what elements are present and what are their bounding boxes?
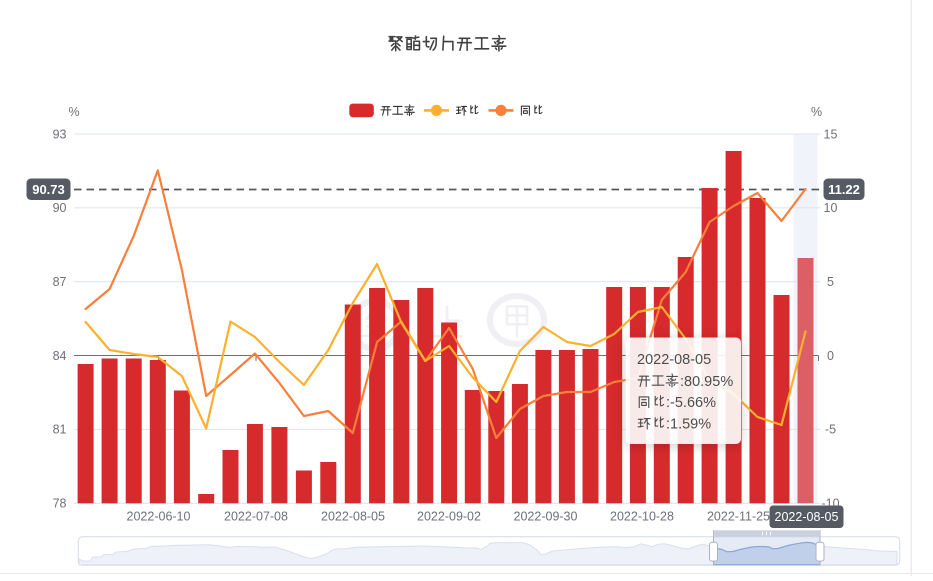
svg-text:90: 90 bbox=[53, 201, 67, 215]
svg-text::80.95%: :80.95% bbox=[680, 374, 733, 390]
svg-text:-5: -5 bbox=[825, 423, 836, 437]
svg-text:81: 81 bbox=[53, 423, 67, 437]
svg-text:5: 5 bbox=[827, 275, 834, 289]
svg-text:%: % bbox=[68, 105, 79, 119]
svg-text:2022-08-05: 2022-08-05 bbox=[637, 352, 711, 368]
svg-text:2022-11-25: 2022-11-25 bbox=[707, 510, 770, 524]
svg-text:78: 78 bbox=[53, 497, 67, 511]
svg-text:2022-09-02: 2022-09-02 bbox=[417, 510, 481, 524]
svg-text:0: 0 bbox=[827, 349, 834, 363]
svg-text::1.59%: :1.59% bbox=[666, 416, 711, 432]
svg-text:10: 10 bbox=[824, 201, 838, 215]
svg-text:2022-07-08: 2022-07-08 bbox=[224, 510, 288, 524]
svg-text:93: 93 bbox=[53, 127, 67, 141]
svg-text:15: 15 bbox=[824, 127, 838, 141]
svg-text:%: % bbox=[811, 105, 822, 119]
svg-text:2022-09-30: 2022-09-30 bbox=[514, 510, 578, 524]
svg-text::-5.66%: :-5.66% bbox=[666, 395, 716, 411]
svg-text:11.22: 11.22 bbox=[828, 182, 860, 197]
svg-text:2022-10-28: 2022-10-28 bbox=[610, 510, 674, 524]
svg-text:2022-08-05: 2022-08-05 bbox=[321, 510, 385, 524]
svg-text:90.73: 90.73 bbox=[32, 182, 65, 197]
svg-text:87: 87 bbox=[53, 275, 67, 289]
svg-text:2022-08-05: 2022-08-05 bbox=[775, 510, 839, 524]
svg-text:2022-06-10: 2022-06-10 bbox=[127, 510, 191, 524]
svg-text:84: 84 bbox=[53, 349, 67, 363]
